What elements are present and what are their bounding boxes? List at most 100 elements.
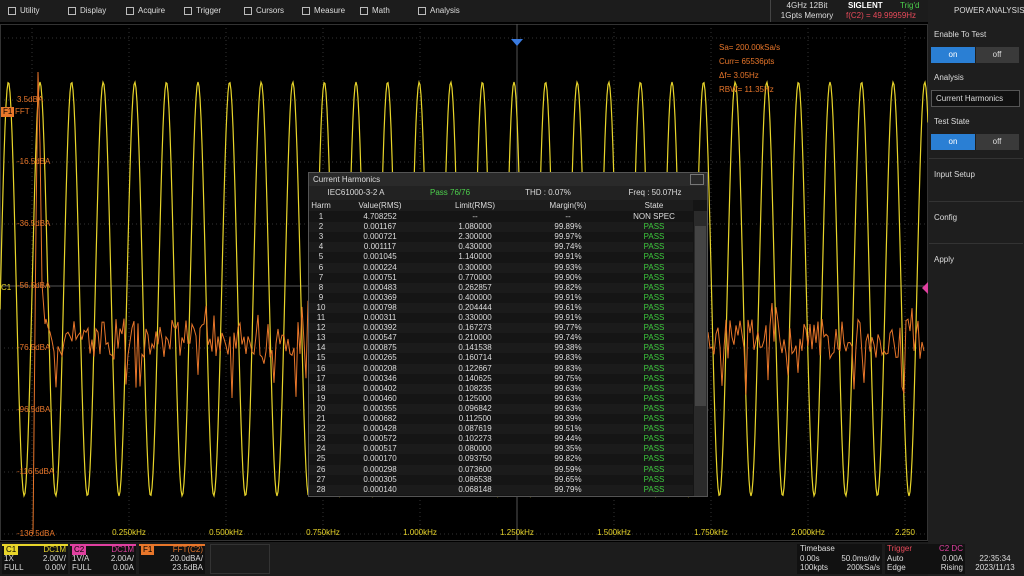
table-cell: 0.093750	[458, 454, 491, 464]
table-cell: 99.35%	[554, 444, 581, 454]
channel-label: F1	[141, 545, 154, 555]
table-cell: 0.000460	[363, 394, 396, 404]
x-axis-label: 0.500kHz	[209, 528, 243, 538]
table-cell: PASS	[644, 313, 665, 323]
toggle-label: off	[993, 137, 1002, 147]
table-cell: 19	[317, 394, 326, 404]
menu-item[interactable]: Display	[80, 6, 106, 16]
table-cell: PASS	[644, 252, 665, 262]
table-cell: 0.400000	[458, 293, 491, 303]
trigger-position-marker	[511, 39, 523, 46]
side-menu-item[interactable]: Config	[934, 213, 957, 223]
offset: 23.5dBA	[172, 563, 203, 573]
table-cell: 0.000224	[363, 263, 396, 273]
table-cell: 0.000402	[363, 384, 396, 394]
close-button[interactable]	[690, 174, 704, 185]
table-cell: 0.210000	[458, 333, 491, 343]
table-cell: 99.91%	[554, 313, 581, 323]
table-cell: PASS	[644, 394, 665, 404]
table-cell: 0.122667	[458, 364, 491, 374]
table-cell: 0.000355	[363, 404, 396, 414]
table-cell: 99.75%	[554, 374, 581, 384]
field-label: Enable To Test	[934, 30, 986, 40]
table-cell: 99.89%	[554, 222, 581, 232]
toggle-label: off	[993, 50, 1002, 60]
table-cell: --	[565, 212, 570, 222]
menu-item[interactable]: Acquire	[138, 6, 165, 16]
sample-rate: 200kSa/s	[847, 563, 880, 573]
table-cell: 23	[317, 434, 326, 444]
x-axis-label: 0.250kHz	[112, 528, 146, 538]
table-cell: 0.000428	[363, 424, 396, 434]
table-cell: 0.096842	[458, 404, 491, 414]
table-cell: 99.61%	[554, 303, 581, 313]
y-axis-label: -96.5dBA	[17, 405, 50, 415]
table-cell: 99.65%	[554, 475, 581, 485]
table-cell: 0.770000	[458, 273, 491, 283]
y-axis-label: -76.5dBA	[17, 343, 50, 353]
table-cell: 20	[317, 404, 326, 414]
field-label: Test State	[934, 117, 970, 127]
table-cell: 0.000346	[363, 374, 396, 384]
add-channel[interactable]	[210, 544, 270, 574]
table-cell: PASS	[644, 273, 665, 283]
column-header: Harm	[311, 201, 331, 211]
table-cell: 0.262857	[458, 283, 491, 293]
menu-item[interactable]: Utility	[20, 6, 40, 16]
channel-marker: C1	[1, 283, 11, 293]
table-cell: 0.112500	[459, 414, 492, 424]
menu-item[interactable]: Analysis	[430, 6, 460, 16]
table-cell: 27	[317, 475, 326, 485]
x-axis-label: 1.500kHz	[597, 528, 631, 538]
table-cell: 1	[319, 212, 323, 222]
menu-item[interactable]: Math	[372, 6, 390, 16]
table-cell: 0.001045	[363, 252, 396, 262]
y-axis-label: 3.5dBA	[17, 95, 43, 105]
table-cell: PASS	[644, 222, 665, 232]
timebase-label: Timebase	[800, 544, 835, 554]
table-cell: 0.000369	[363, 293, 396, 303]
table-cell: 99.63%	[554, 394, 581, 404]
table-cell: 99.79%	[554, 485, 581, 495]
table-cell: 0.000682	[363, 414, 396, 424]
table-cell: PASS	[644, 303, 665, 313]
spec-line: 4GHz 12Bit	[787, 1, 828, 11]
menu-icon	[8, 7, 16, 15]
column-header: Limit(RMS)	[455, 201, 495, 211]
column-header: State	[645, 201, 664, 211]
table-cell: 11	[317, 313, 325, 323]
table-cell: PASS	[644, 232, 665, 242]
menu-item[interactable]: Trigger	[196, 6, 221, 16]
table-cell: PASS	[644, 454, 665, 464]
table-cell: --	[472, 212, 477, 222]
side-menu-item[interactable]: Input Setup	[934, 170, 975, 180]
table-cell: 0.080000	[458, 444, 491, 454]
thd: THD : 0.07%	[525, 188, 571, 198]
table-cell: 6	[319, 263, 323, 273]
table-cell: 0.000721	[363, 232, 396, 242]
menu-icon	[302, 7, 310, 15]
column-header: Margin(%)	[550, 201, 587, 211]
scroll-thumb	[695, 226, 706, 406]
offset: 0.00A	[113, 563, 134, 573]
table-cell: 0.000392	[363, 323, 396, 333]
side-menu-item[interactable]: Apply	[934, 255, 954, 265]
bandwidth: FULL	[72, 563, 92, 573]
table-cell: 99.90%	[554, 273, 581, 283]
table-cell: PASS	[644, 414, 665, 424]
table-cell: PASS	[644, 384, 665, 394]
table-cell: 13	[317, 333, 326, 343]
table-cell: 1.080000	[458, 222, 491, 232]
table-cell: 0.086538	[458, 475, 491, 485]
menu-item[interactable]: Measure	[314, 6, 345, 16]
standard: IEC61000-3-2 A	[328, 188, 385, 198]
table-cell: 12	[317, 323, 326, 333]
trigger-label: Trigger	[887, 544, 912, 554]
menu-item[interactable]: Cursors	[256, 6, 284, 16]
memory-depth: 100kpts	[800, 563, 828, 573]
table-cell: PASS	[644, 353, 665, 363]
table-cell: 0.204444	[458, 303, 491, 313]
table-cell: 0.167273	[458, 323, 491, 333]
table-cell: 0.000311	[364, 313, 397, 323]
